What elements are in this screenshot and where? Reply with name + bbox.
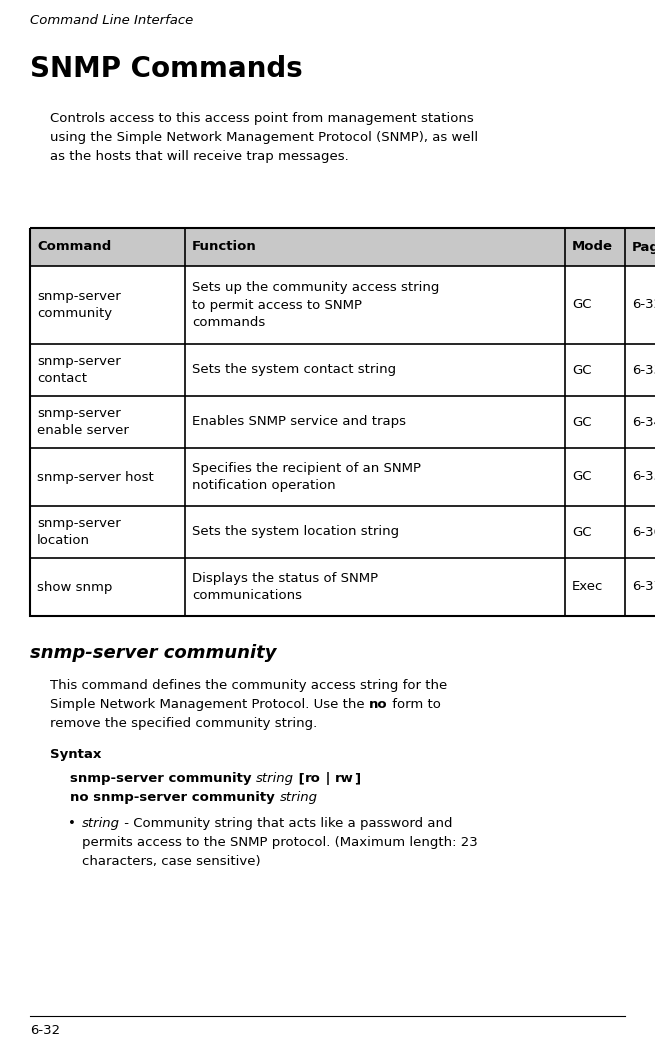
Text: •: • [68, 817, 76, 830]
Text: Enables SNMP service and traps: Enables SNMP service and traps [192, 416, 406, 428]
Text: remove the specified community string.: remove the specified community string. [50, 717, 317, 730]
Text: Mode: Mode [572, 241, 613, 254]
Text: enable server: enable server [37, 424, 129, 437]
Text: 6-32: 6-32 [30, 1024, 60, 1037]
Text: Sets the system location string: Sets the system location string [192, 526, 399, 539]
Text: Exec: Exec [572, 581, 603, 593]
Text: ]: ] [354, 772, 360, 785]
Text: GC: GC [572, 364, 591, 377]
Text: - Community string that acts like a password and: - Community string that acts like a pass… [120, 817, 453, 830]
Text: rw: rw [335, 772, 354, 785]
Text: communications: communications [192, 589, 302, 602]
Text: string: string [280, 791, 318, 804]
Text: Sets up the community access string: Sets up the community access string [192, 282, 440, 295]
Text: ro: ro [305, 772, 321, 785]
Text: string: string [82, 817, 120, 830]
Text: Controls access to this access point from management stations: Controls access to this access point fro… [50, 112, 474, 125]
Text: Syntax: Syntax [50, 748, 102, 761]
Text: GC: GC [572, 416, 591, 428]
Bar [30, 228, 655, 266]
Text: 6-36: 6-36 [632, 526, 655, 539]
Text: Displays the status of SNMP: Displays the status of SNMP [192, 572, 378, 585]
Text: as the hosts that will receive trap messages.: as the hosts that will receive trap mess… [50, 150, 348, 163]
Text: Function: Function [192, 241, 257, 254]
Text: commands: commands [192, 316, 265, 328]
Text: snmp-server: snmp-server [37, 517, 121, 530]
Text: location: location [37, 534, 90, 547]
Text: Specifies the recipient of an SNMP: Specifies the recipient of an SNMP [192, 462, 421, 476]
Text: 6-35: 6-35 [632, 470, 655, 484]
Text: permits access to the SNMP protocol. (Maximum length: 23: permits access to the SNMP protocol. (Ma… [82, 836, 477, 849]
Text: |: | [321, 772, 335, 785]
Text: GC: GC [572, 526, 591, 539]
Text: snmp-server community: snmp-server community [30, 644, 276, 662]
Text: GC: GC [572, 299, 591, 311]
Text: snmp-server: snmp-server [37, 407, 121, 420]
Text: snmp-server community: snmp-server community [70, 772, 256, 785]
Text: characters, case sensitive): characters, case sensitive) [82, 855, 261, 868]
Text: string: string [256, 772, 294, 785]
Text: snmp-server host: snmp-server host [37, 470, 154, 484]
Bar [30, 228, 655, 616]
Text: Simple Network Management Protocol. Use the: Simple Network Management Protocol. Use … [50, 697, 369, 711]
Text: This command defines the community access string for the: This command defines the community acces… [50, 679, 447, 692]
Text: show snmp: show snmp [37, 581, 113, 593]
Text: Page: Page [632, 241, 655, 254]
Text: 6-33: 6-33 [632, 364, 655, 377]
Text: 6-34: 6-34 [632, 416, 655, 428]
Text: notification operation: notification operation [192, 479, 335, 492]
Text: using the Simple Network Management Protocol (SNMP), as well: using the Simple Network Management Prot… [50, 132, 478, 144]
Text: community: community [37, 307, 112, 320]
Text: [: [ [294, 772, 305, 785]
Text: Command: Command [37, 241, 111, 254]
Text: snmp-server: snmp-server [37, 290, 121, 303]
Text: form to: form to [388, 697, 440, 711]
Text: GC: GC [572, 470, 591, 484]
Text: Sets the system contact string: Sets the system contact string [192, 364, 396, 377]
Text: no snmp-server community: no snmp-server community [70, 791, 280, 804]
Text: 6-37: 6-37 [632, 581, 655, 593]
Text: 6-32: 6-32 [632, 299, 655, 311]
Text: no: no [369, 697, 388, 711]
Text: SNMP Commands: SNMP Commands [30, 55, 303, 83]
Text: snmp-server: snmp-server [37, 355, 121, 368]
Text: Command Line Interface: Command Line Interface [30, 14, 193, 27]
Text: to permit access to SNMP: to permit access to SNMP [192, 299, 362, 311]
Text: contact: contact [37, 372, 87, 385]
